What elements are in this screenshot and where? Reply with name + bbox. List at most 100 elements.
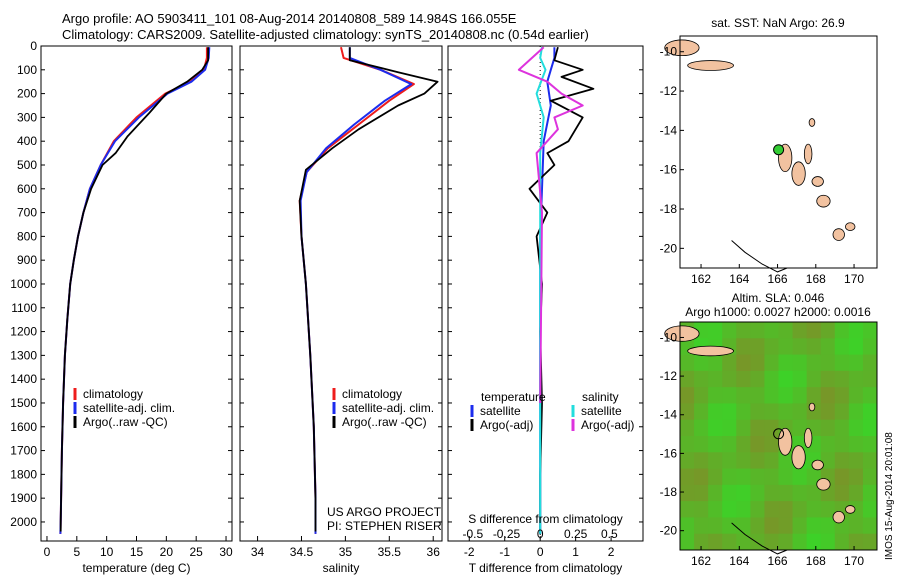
sla-heatmap-cell bbox=[750, 517, 765, 535]
sla-heatmap-cell bbox=[736, 370, 751, 388]
sla-heatmap-cell bbox=[820, 322, 836, 339]
island-shape bbox=[832, 228, 845, 241]
sla-heatmap-cell bbox=[694, 354, 709, 372]
sla-heatmap-cell bbox=[722, 517, 737, 535]
island-shape bbox=[816, 194, 831, 208]
legend-label: satellite-adj. clim. bbox=[342, 401, 434, 415]
x-axis-label: temperature (deg C) bbox=[82, 561, 190, 575]
y-tick-label: 700 bbox=[17, 206, 37, 220]
sla-heatmap-cell bbox=[708, 517, 723, 535]
sla-heatmap-cell bbox=[792, 322, 808, 339]
sla-heatmap-cell bbox=[862, 517, 878, 535]
sla-heatmap-cell bbox=[694, 468, 709, 486]
diff-series-line-3 bbox=[517, 46, 584, 404]
sla-heatmap-cell bbox=[848, 468, 864, 486]
x-tick-label: 0 bbox=[44, 545, 51, 559]
sla-heatmap-cell bbox=[792, 484, 808, 502]
map-x-tick-label: 164 bbox=[729, 272, 749, 286]
x-tick-label: -1 bbox=[499, 545, 510, 559]
sla-heatmap-cell bbox=[778, 501, 794, 518]
sla-heatmap-cell bbox=[708, 403, 723, 421]
sla-heatmap-cell bbox=[848, 436, 864, 453]
map-y-tick-label: -18 bbox=[660, 202, 678, 216]
sla-heatmap-cell bbox=[764, 354, 779, 372]
sla-heatmap-cell bbox=[862, 533, 878, 551]
sla-heatmap-cell bbox=[848, 370, 864, 388]
sla-heatmap-cell bbox=[694, 484, 709, 502]
map-y-tick-label: -14 bbox=[660, 123, 678, 137]
timestamp-stamp: IMOS 15-Aug-2014 20:01:08 bbox=[884, 432, 895, 560]
sla-heatmap-cell bbox=[848, 338, 864, 356]
sla-heatmap-cell bbox=[834, 403, 850, 421]
sla-heatmap-cell bbox=[848, 387, 864, 404]
island-shape bbox=[811, 176, 824, 187]
sla-heatmap-cell bbox=[750, 354, 765, 372]
y-tick-label: 2000 bbox=[10, 515, 37, 529]
sla-heatmap-cell bbox=[848, 403, 864, 421]
sla-heatmap-cell bbox=[820, 387, 836, 404]
sla-heatmap-cell bbox=[806, 533, 822, 551]
map-y-tick-label: -10 bbox=[660, 45, 678, 59]
secondary-tick-label: -0.25 bbox=[493, 527, 521, 541]
sla-heatmap-cell bbox=[778, 403, 794, 421]
sla-heatmap-cell bbox=[680, 419, 695, 437]
sla-heatmap-cell bbox=[708, 468, 723, 486]
island-shape bbox=[811, 459, 824, 471]
sla-heatmap-cell bbox=[820, 338, 836, 356]
sla-heatmap-cell bbox=[820, 501, 836, 518]
island-shape bbox=[791, 161, 806, 186]
sla-heatmap-cell bbox=[764, 403, 779, 421]
sla-heatmap-cell bbox=[862, 501, 878, 518]
sla-heatmap-cell bbox=[764, 370, 779, 388]
sla-heatmap-cell bbox=[694, 501, 709, 518]
sla-heatmap-cell bbox=[680, 533, 695, 551]
sla-heatmap-cell bbox=[778, 354, 794, 372]
sla-heatmap-cell bbox=[708, 419, 723, 437]
sla-heatmap-cell bbox=[722, 403, 737, 421]
sla-heatmap-cell bbox=[834, 436, 850, 453]
x-tick-label: 1 bbox=[572, 545, 579, 559]
sla-heatmap-cell bbox=[708, 533, 723, 551]
y-tick-label: 1200 bbox=[10, 325, 37, 339]
x-tick-label: 20 bbox=[160, 545, 174, 559]
island-shape bbox=[803, 143, 813, 165]
map-x-tick-label: 168 bbox=[806, 554, 826, 568]
sla-heatmap-cell bbox=[778, 387, 794, 404]
series-line-temperature-2 bbox=[59, 47, 210, 532]
y-tick-label: 100 bbox=[17, 63, 37, 77]
sla-heatmap-cell bbox=[806, 517, 822, 535]
sla-heatmap-cell bbox=[680, 370, 695, 388]
sla-heatmap-cell bbox=[708, 387, 723, 404]
sla-heatmap-cell bbox=[736, 354, 751, 372]
sla-heatmap-cell bbox=[848, 452, 864, 470]
sla-heatmap-cell bbox=[778, 452, 794, 470]
sla-map-title: Altim. SLA: 0.046 bbox=[732, 291, 825, 305]
sla-heatmap-cell bbox=[680, 468, 695, 486]
sla-heatmap-cell bbox=[722, 419, 737, 437]
sla-heatmap-cell bbox=[694, 370, 709, 388]
x-tick-label: 35.5 bbox=[378, 545, 402, 559]
sla-heatmap-cell bbox=[834, 354, 850, 372]
series-line-salinity-2 bbox=[298, 47, 439, 532]
coastline bbox=[731, 240, 788, 273]
sla-heatmap-cell bbox=[750, 403, 765, 421]
secondary-tick-label: -0.5 bbox=[462, 527, 483, 541]
sla-heatmap-cell bbox=[862, 338, 878, 356]
sla-heatmap-cell bbox=[694, 517, 709, 535]
y-tick-label: 1100 bbox=[11, 301, 37, 315]
sla-heatmap-cell bbox=[680, 484, 695, 502]
y-tick-label: 1300 bbox=[10, 348, 37, 362]
legend-label: satellite bbox=[581, 404, 622, 418]
sla-heatmap-cell bbox=[736, 338, 751, 356]
sla-heatmap-cell bbox=[834, 387, 850, 404]
island-shape bbox=[816, 478, 831, 491]
x-tick-label: 5 bbox=[73, 545, 80, 559]
map-x-tick-label: 162 bbox=[691, 272, 711, 286]
sla-heatmap-cell bbox=[722, 322, 737, 339]
sla-heatmap-cell bbox=[736, 403, 751, 421]
sla-heatmap-cell bbox=[778, 517, 794, 535]
header-line2: Climatology: CARS2009. Satellite-adjuste… bbox=[62, 27, 589, 42]
map-x-tick-label: 162 bbox=[691, 554, 711, 568]
y-tick-label: 1000 bbox=[10, 277, 37, 291]
